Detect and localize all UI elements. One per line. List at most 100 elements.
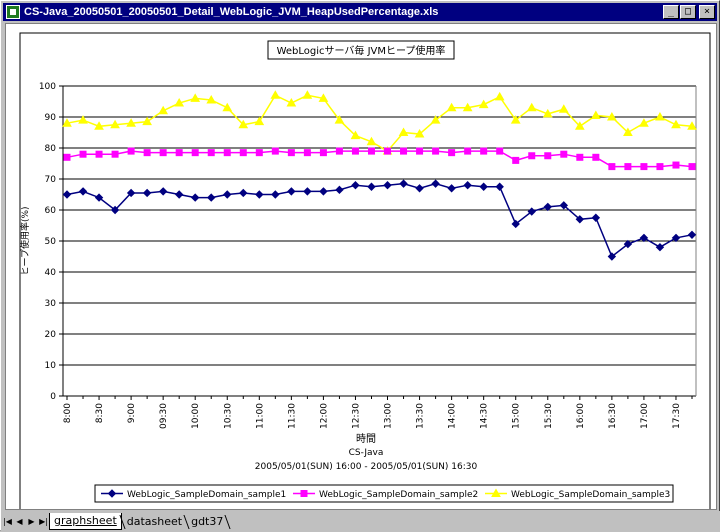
data-point <box>480 147 488 155</box>
data-point <box>190 193 200 202</box>
data-point <box>399 179 408 188</box>
data-point <box>478 99 489 109</box>
data-point <box>335 185 344 195</box>
series-line-1 <box>66 182 693 258</box>
data-point <box>464 147 472 155</box>
data-point <box>656 163 664 171</box>
x-tick-label: 12:30 <box>351 403 361 429</box>
data-point <box>448 149 456 157</box>
series-line-2 <box>66 150 693 168</box>
data-point <box>415 184 424 193</box>
excel-app-icon[interactable] <box>6 5 20 19</box>
data-point <box>528 152 536 160</box>
legend-entry-3: WebLogic_SampleDomain_sample3 <box>511 490 670 500</box>
data-point <box>286 98 297 107</box>
x-tick-label: 8:30 <box>95 403 105 423</box>
x-tick-label: 17:30 <box>672 403 682 429</box>
data-point <box>174 98 185 107</box>
data-point <box>640 163 648 171</box>
data-point <box>254 116 265 126</box>
data-point <box>687 121 697 130</box>
data-point <box>491 488 501 497</box>
data-point <box>608 163 616 171</box>
data-point <box>591 213 601 222</box>
chart-sheet-area[interactable]: WebLogicサーバ毎 JVMヒープ使用率 0 10 20 30 40 50 60 70 80 9… <box>5 23 717 510</box>
data-point <box>63 153 71 161</box>
data-point <box>416 147 424 155</box>
data-point <box>303 187 312 196</box>
data-point <box>575 215 585 224</box>
data-point <box>334 115 345 124</box>
data-point <box>143 149 151 157</box>
data-point <box>95 150 103 158</box>
data-point <box>238 119 249 129</box>
y-tick-label: 60 <box>45 206 57 216</box>
data-point <box>94 193 104 202</box>
data-point <box>432 147 440 155</box>
data-point <box>446 102 457 112</box>
y-tick-label: 30 <box>45 299 57 309</box>
x-tick-label: 11:30 <box>287 403 297 429</box>
tab-graphsheet[interactable]: graphsheet <box>49 513 122 530</box>
data-point <box>384 147 392 155</box>
data-point <box>607 111 617 121</box>
data-point <box>351 180 360 190</box>
series-line-3 <box>66 94 693 153</box>
data-point <box>687 230 697 240</box>
x-tick-label: 13:00 <box>384 403 394 429</box>
data-point <box>159 149 167 157</box>
data-point <box>350 130 361 140</box>
data-point <box>270 90 281 99</box>
y-tick-label: 90 <box>45 113 57 123</box>
data-point <box>479 182 488 191</box>
data-point <box>560 150 568 158</box>
tab-datasheet[interactable]: datasheet <box>126 514 183 528</box>
data-point <box>623 239 633 249</box>
data-point <box>223 190 232 199</box>
close-button[interactable]: × <box>699 5 715 19</box>
data-point <box>175 149 183 157</box>
data-point <box>126 188 136 198</box>
data-point <box>671 119 681 129</box>
minimize-button[interactable]: _ <box>663 5 679 19</box>
prev-sheet-icon[interactable]: ◀ <box>14 515 25 528</box>
x-tick-label: 16:30 <box>608 403 618 429</box>
data-point <box>206 94 217 104</box>
y-tick-label: 80 <box>45 144 57 154</box>
next-sheet-icon[interactable]: ▶ <box>26 515 37 528</box>
data-point <box>255 149 263 157</box>
x-axis-label: 時間 <box>356 433 376 445</box>
data-point <box>431 179 440 188</box>
data-point <box>111 150 119 158</box>
sheet-tab-bar: |◀ ◀ ▶ ▶| graphsheet datasheet gdt37 <box>1 511 720 532</box>
data-point <box>542 108 553 118</box>
tab-gdt37[interactable]: gdt37 <box>191 514 224 528</box>
x-tick-label: 13:30 <box>416 403 426 429</box>
data-point <box>688 163 696 171</box>
data-point <box>78 187 88 196</box>
last-sheet-icon[interactable]: ▶| <box>38 515 49 528</box>
y-tick-label: 10 <box>45 361 57 371</box>
y-tick-label: 40 <box>45 268 57 278</box>
data-point <box>526 102 537 112</box>
x-tick-label: 12:00 <box>319 403 329 429</box>
chart-subtitle-period: 2005/05/01(SUN) 16:00 - 2005/05/01(SUN) … <box>255 462 478 472</box>
chart-title: WebLogicサーバ毎 JVMヒープ使用率 <box>277 44 446 57</box>
data-point <box>207 149 215 157</box>
data-point <box>62 190 72 199</box>
data-point <box>383 180 392 190</box>
data-point <box>590 110 601 119</box>
x-tick-label: 15:00 <box>512 403 522 429</box>
data-point <box>190 93 201 102</box>
data-point <box>271 190 280 199</box>
first-sheet-icon[interactable]: |◀ <box>2 515 13 528</box>
data-point <box>319 149 327 157</box>
chart-canvas[interactable]: WebLogicサーバ毎 JVMヒープ使用率 0 10 20 30 40 50 60 70 80 9… <box>6 24 716 509</box>
x-tick-label: 8:00 <box>63 403 73 423</box>
legend-box <box>94 484 674 503</box>
y-tick-label: 0 <box>50 392 56 402</box>
data-point <box>623 127 633 136</box>
maximize-button[interactable]: □ <box>680 5 696 19</box>
title-bar[interactable]: CS-Java_20050501_20050501_Detail_WebLogi… <box>3 3 717 21</box>
